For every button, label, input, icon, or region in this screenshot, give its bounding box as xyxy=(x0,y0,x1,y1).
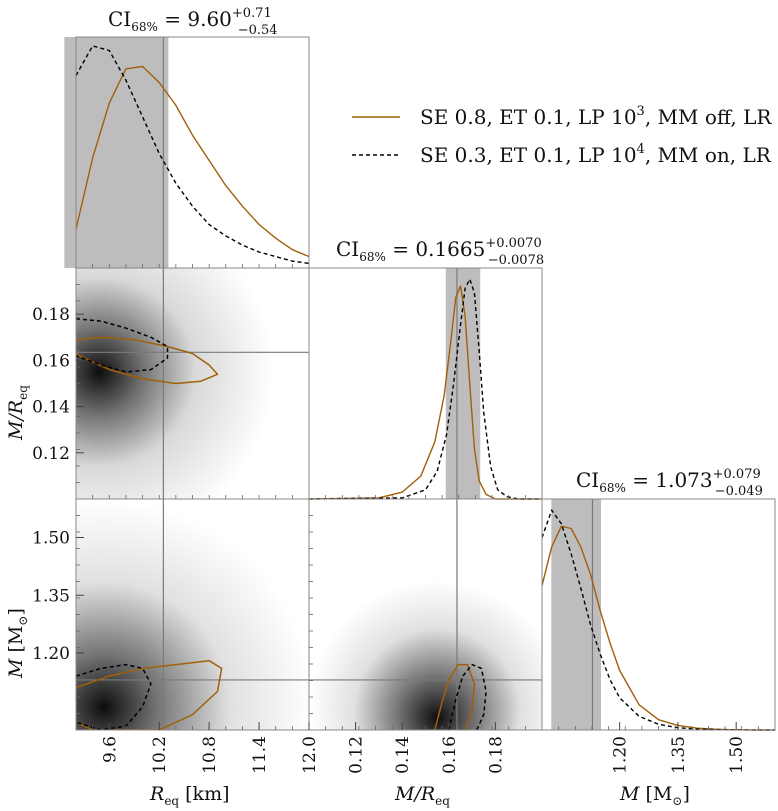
dashed-contour-req-compactness xyxy=(76,318,169,373)
x-tick-label-compactness: 0.12 xyxy=(347,736,367,774)
legend-entry-1: SE 0.8, ET 0.1, LP 103, MM off, LR xyxy=(420,104,772,129)
y-tick-label-mass: 1.50 xyxy=(32,529,70,549)
ci-title-compactness: CI68% = 0.1665+0.0070 −0.0078 xyxy=(336,236,544,268)
ci-upper: +0.71 xyxy=(232,6,272,21)
dashed-curve-mass xyxy=(541,509,775,731)
ci-lower: −0.54 xyxy=(238,23,278,38)
solid-curve-compactness xyxy=(308,285,542,500)
x-tick-label-req: 11.4 xyxy=(250,736,270,774)
dashed-contour-compactness-mass xyxy=(448,663,487,730)
ci-label: CI xyxy=(108,7,131,31)
x-tick-label-mass: 1.35 xyxy=(669,736,689,774)
x-tick-label-req: 9.6 xyxy=(100,736,120,763)
plot-area-compactness-mass xyxy=(309,499,542,730)
x-axis-label-mass: M [M⊙] xyxy=(619,783,690,808)
solid-contour-req-compactness xyxy=(76,336,219,385)
y-axis-label-mass: M [M⊙] xyxy=(5,608,30,679)
solid-contour-req-mass xyxy=(76,659,223,730)
panel-marginal-req xyxy=(64,36,310,269)
legend-entry-2: SE 0.3, ET 0.1, LP 104, MM on, LR xyxy=(420,142,772,167)
ci-subscript: 68% xyxy=(131,20,158,34)
dashed-contour-req-mass xyxy=(76,663,152,730)
panel-joint-req-mass xyxy=(75,498,310,731)
panel-joint-req-compactness xyxy=(75,267,310,500)
y-tick-label-compactness: 0.18 xyxy=(32,305,70,325)
x-tick-label-mass: 1.50 xyxy=(727,736,747,774)
density-compactness-mass xyxy=(309,499,542,730)
ci-band-req xyxy=(64,37,169,268)
density-req-compactness xyxy=(76,268,309,499)
panel-marginal-mass xyxy=(541,498,776,731)
y-tick-label-mass: 1.20 xyxy=(32,644,70,664)
x-tick-label-req: 10.8 xyxy=(200,736,220,774)
y-axis-label-compactness: M/Req xyxy=(5,385,30,441)
x-tick-label-compactness: 0.14 xyxy=(393,736,413,774)
ci-value: 9.60 xyxy=(187,7,232,31)
legend: SE 0.8, ET 0.1, LP 103, MM off, LR SE 0.… xyxy=(352,104,772,167)
panel-joint-compactness-mass xyxy=(308,498,543,731)
ci-title-req: CI68% = 9.60+0.71 −0.54 xyxy=(108,6,278,38)
solid-curve-req xyxy=(75,65,310,258)
x-tick-label-compactness: 0.16 xyxy=(440,736,460,774)
x-axis-label-compactness: M/Req xyxy=(394,783,450,808)
ci-title-mass: CI68% = 1.073+0.079 −0.049 xyxy=(576,467,763,499)
plot-area-req-compactness xyxy=(76,268,309,499)
density-req-mass xyxy=(76,499,309,730)
y-tick-label-compactness: 0.14 xyxy=(32,398,70,418)
solid-contour-compactness-mass xyxy=(434,663,476,730)
y-tick-label-compactness: 0.16 xyxy=(32,351,70,371)
x-tick-label-mass: 1.20 xyxy=(611,736,631,774)
plot-area-req-mass xyxy=(76,499,309,730)
ci-band-mass xyxy=(551,499,602,730)
solid-curve-mass xyxy=(541,525,775,731)
x-tick-label-req: 10.2 xyxy=(150,736,170,774)
x-axis-label-req: Req [km] xyxy=(149,783,230,808)
x-tick-label-compactness: 0.18 xyxy=(486,736,506,774)
panel-marginal-compactness xyxy=(308,267,543,500)
y-tick-label-mass: 1.35 xyxy=(32,586,70,606)
x-tick-label-req: 12.0 xyxy=(300,736,320,774)
y-tick-label-compactness: 0.12 xyxy=(32,444,70,464)
